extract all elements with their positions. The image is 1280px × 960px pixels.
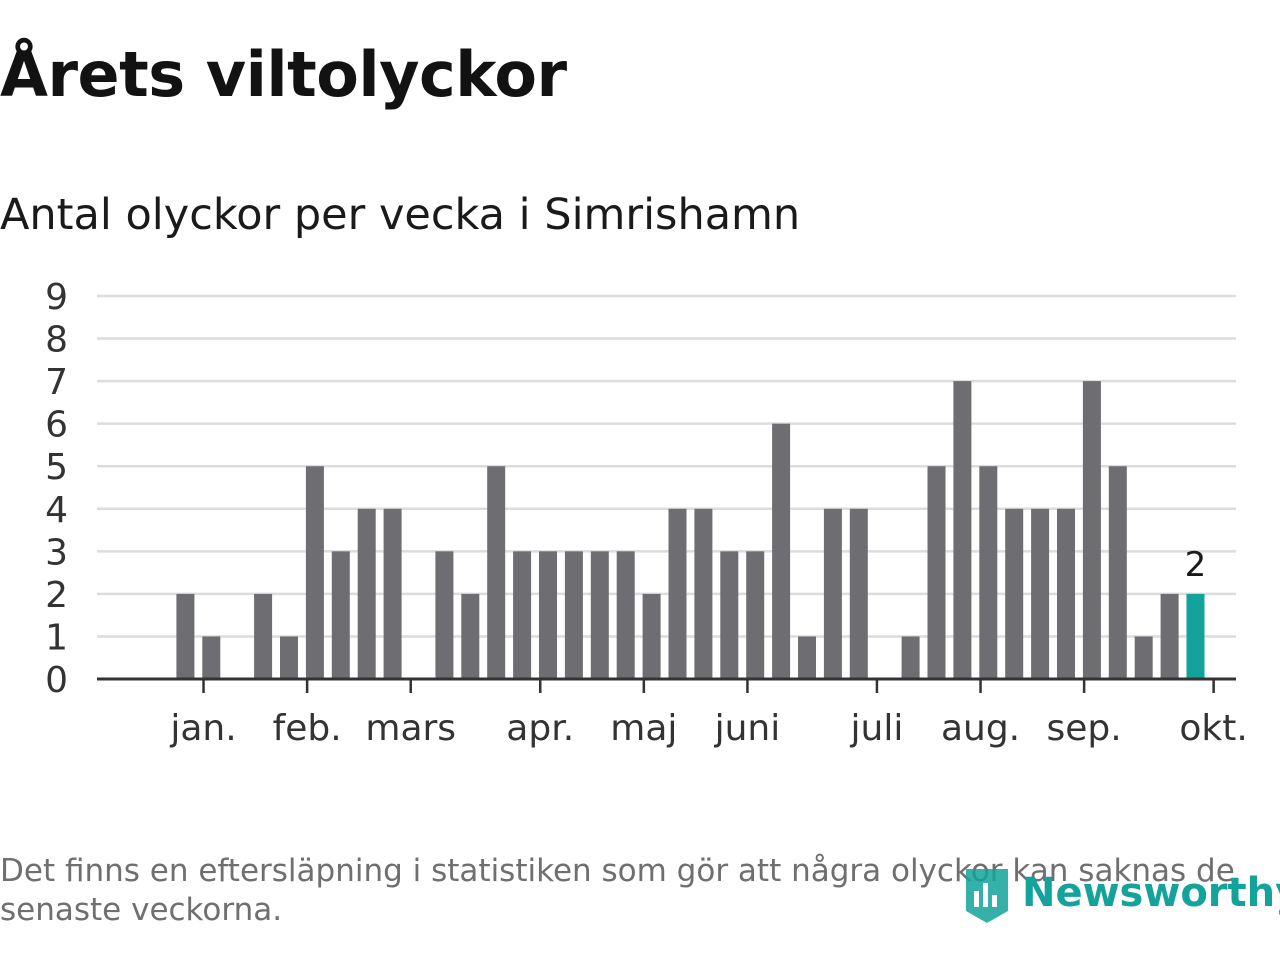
bar: [357, 508, 376, 679]
bar: [668, 508, 687, 679]
bar: [901, 636, 920, 679]
bar: [642, 593, 661, 679]
bar: [1134, 636, 1153, 679]
bar: [513, 551, 532, 679]
y-tick-label: 5: [45, 447, 68, 488]
bar: [280, 636, 298, 679]
bar: [383, 508, 402, 679]
bar: [461, 593, 480, 679]
bar: [1108, 466, 1127, 679]
bar: [487, 466, 506, 679]
bar: [616, 551, 635, 679]
bar: [927, 466, 946, 679]
bar: [305, 466, 324, 679]
x-tick-label: sep.: [1047, 708, 1122, 749]
bar: [953, 381, 972, 679]
bar: [1005, 508, 1024, 679]
x-tick-label: maj: [610, 708, 677, 749]
y-tick-label: 6: [45, 405, 68, 446]
x-tick-label: okt.: [1179, 708, 1247, 749]
x-tick-label: feb.: [273, 708, 342, 749]
bar: [1082, 381, 1101, 679]
bar: [979, 466, 998, 679]
newsworthy-logo-icon: [966, 869, 1008, 923]
footnote: Det finns en eftersläpning i statistiken…: [0, 853, 1235, 928]
x-tick-label: jan.: [169, 708, 236, 749]
chart-title: Årets viltolyckor: [0, 38, 567, 111]
brand-name: Newsworthy: [1022, 870, 1280, 916]
bar: [772, 423, 791, 679]
bar: [254, 593, 273, 679]
bar: [746, 551, 765, 679]
bar: [798, 636, 816, 679]
bar-highlight: [1186, 593, 1205, 679]
x-tick-label: mars: [365, 708, 456, 749]
bar: [694, 508, 713, 679]
bar: [720, 551, 739, 679]
chart-subtitle: Antal olyckor per vecka i Simrishamn: [0, 190, 801, 240]
bar: [1160, 593, 1179, 679]
brand-logo: Newsworthy: [962, 858, 1280, 928]
x-tick-label: juli: [850, 708, 904, 749]
bar: [564, 551, 583, 679]
bar: [823, 508, 842, 679]
y-tick-label: 9: [45, 277, 68, 318]
bar: [435, 551, 454, 679]
y-tick-label: 2: [45, 575, 68, 616]
bar: [590, 551, 609, 679]
y-tick-label: 4: [45, 490, 68, 531]
bar: [202, 636, 221, 679]
x-tick-label: apr.: [506, 708, 574, 749]
y-tick-label: 8: [45, 320, 68, 361]
bar: [539, 551, 557, 679]
y-tick-label: 3: [45, 532, 68, 573]
data-label: 2: [1185, 545, 1207, 585]
bar: [331, 551, 350, 679]
y-tick-label: 1: [45, 617, 68, 658]
bar: [1031, 508, 1050, 679]
bar: [176, 593, 195, 679]
y-tick-label: 7: [45, 362, 68, 403]
bar: [849, 508, 868, 679]
x-tick-label: aug.: [941, 708, 1020, 749]
bar: [1057, 508, 1075, 679]
y-tick-label: 0: [45, 660, 68, 701]
x-tick-label: juni: [714, 708, 781, 749]
